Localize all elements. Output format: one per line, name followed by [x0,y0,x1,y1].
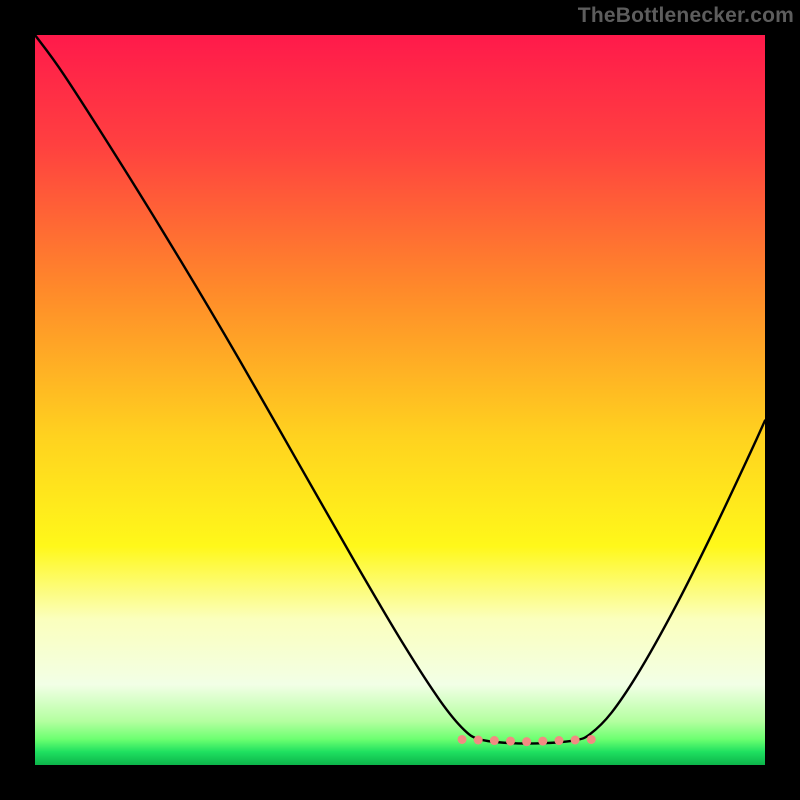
flat-segment-marker [506,737,515,746]
flat-segment-marker [490,736,499,745]
bottleneck-curve-chart [0,0,800,800]
flat-segment-marker [458,735,467,744]
flat-segment-marker [522,737,531,746]
flat-segment-marker [474,736,483,745]
flat-segment-marker [554,736,563,745]
flat-segment-marker [587,735,596,744]
chart-stage: TheBottlenecker.com [0,0,800,800]
watermark-text: TheBottlenecker.com [578,4,794,28]
flat-segment-marker [571,736,580,745]
plot-area [35,35,765,765]
flat-segment-marker [538,737,547,746]
